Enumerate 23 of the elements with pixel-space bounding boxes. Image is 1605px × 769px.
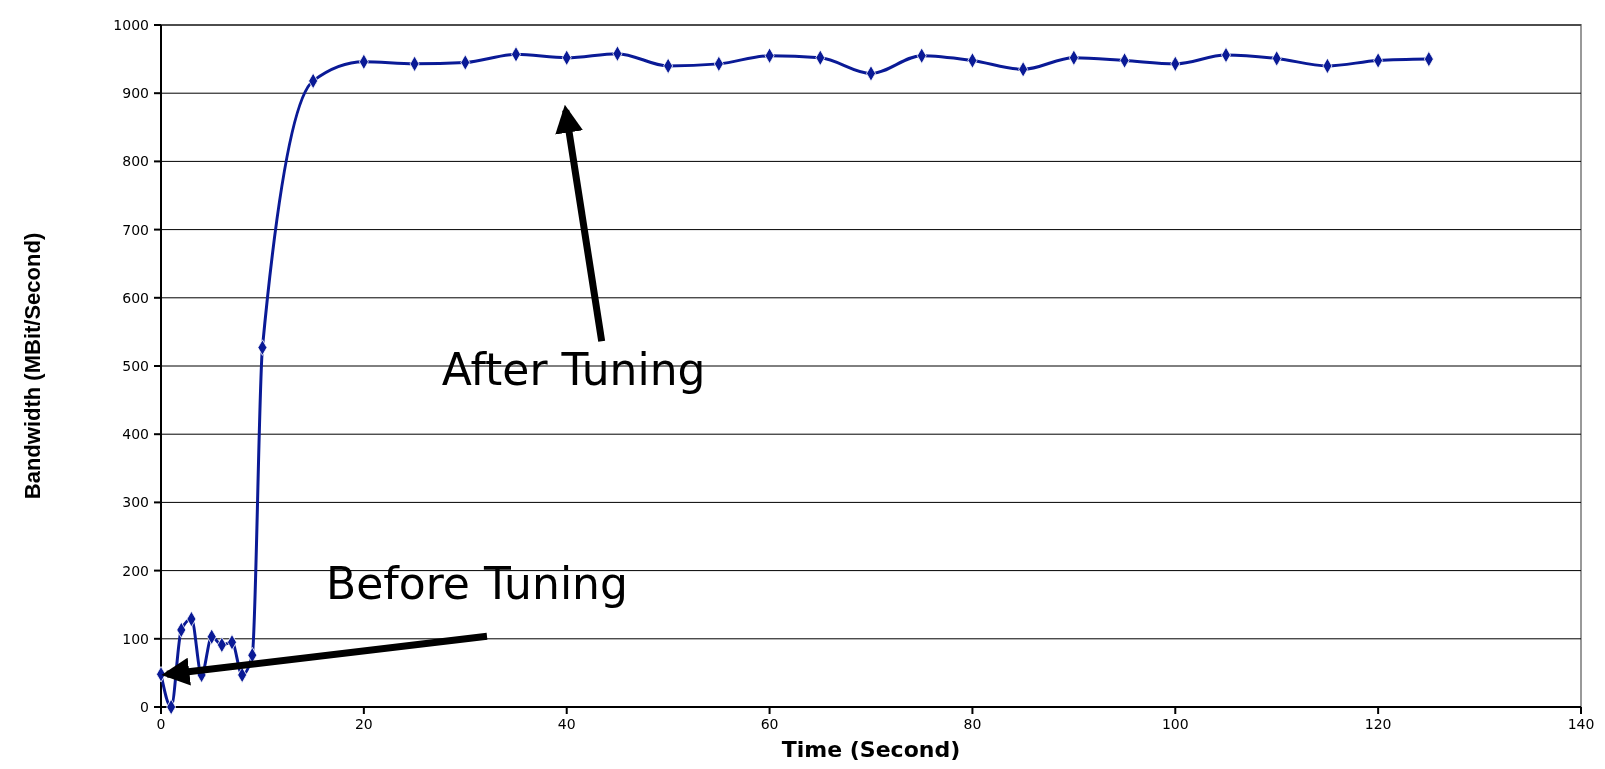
x-tick-label: 140 bbox=[1567, 716, 1595, 732]
y-tick-label: 1000 bbox=[113, 16, 149, 33]
y-tick-label: 800 bbox=[122, 153, 149, 170]
x-tick-label: 120 bbox=[1364, 716, 1392, 732]
y-tick-label: 600 bbox=[122, 289, 149, 306]
y-tick-label: 300 bbox=[122, 494, 149, 511]
y-tick-label: 900 bbox=[122, 85, 149, 102]
y-tick-label: 200 bbox=[122, 562, 149, 579]
y-axis-title: Bandwidth (MBit/Second) bbox=[20, 232, 45, 500]
x-tick-label: 0 bbox=[156, 716, 166, 732]
annotation: Before Tuning bbox=[326, 558, 628, 610]
y-tick-label: 0 bbox=[140, 698, 149, 715]
x-tick-label: 100 bbox=[1161, 716, 1189, 732]
y-tick-label: 700 bbox=[122, 221, 149, 238]
annotation: After Tuning bbox=[441, 344, 706, 396]
x-tick-label: 20 bbox=[354, 716, 373, 732]
x-axis-title: Time (Second) bbox=[781, 737, 961, 762]
x-tick-label: 40 bbox=[557, 716, 576, 732]
y-tick-label: 500 bbox=[122, 357, 149, 374]
x-tick-label: 80 bbox=[963, 716, 982, 732]
x-tick-label: 60 bbox=[760, 716, 779, 732]
y-tick-label: 400 bbox=[122, 426, 149, 443]
y-tick-label: 100 bbox=[122, 630, 149, 647]
